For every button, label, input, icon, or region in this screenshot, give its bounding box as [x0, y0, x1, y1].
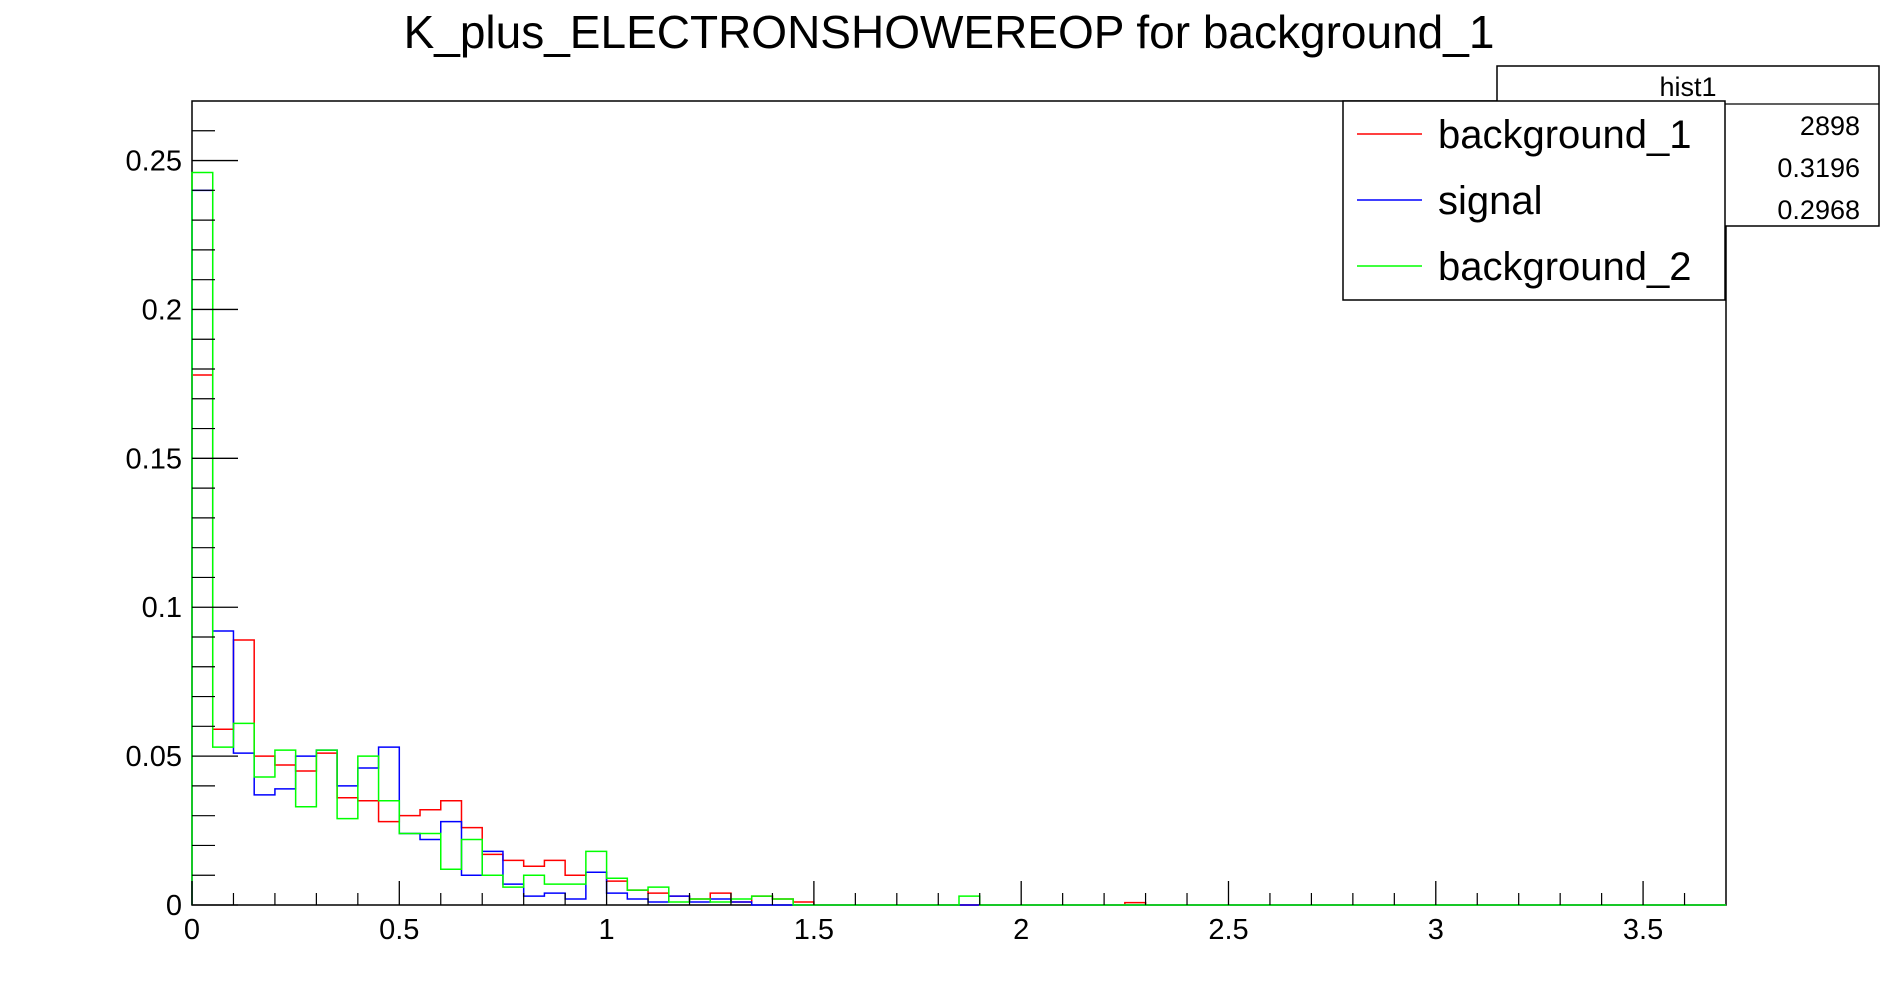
y-tick-label: 0.05	[126, 741, 182, 773]
legend-label-background-1: background_1	[1438, 113, 1692, 157]
series-line-background-2	[191, 171, 1726, 906]
y-tick-label: 0	[166, 890, 182, 922]
y-tick-label: 0.1	[142, 592, 182, 624]
x-tick-label: 0	[184, 914, 200, 946]
x-tick-label: 1	[599, 914, 615, 946]
legend: background_1 signal background_2	[1342, 100, 1726, 301]
stats-box-title: hist1	[1659, 72, 1716, 102]
stats-entries-value: 2898	[1800, 111, 1860, 141]
y-tick-label: 0.25	[126, 146, 182, 178]
x-tick-label: 2.5	[1208, 914, 1248, 946]
y-tick-label: 0.2	[142, 294, 182, 326]
series-line-background-1	[191, 374, 1726, 906]
stats-stddev-value: 0.2968	[1777, 195, 1860, 225]
stats-mean-value: 0.3196	[1777, 153, 1860, 183]
x-tick-label: 3	[1428, 914, 1444, 946]
x-tick-label: 3.5	[1623, 914, 1663, 946]
legend-label-background-2: background_2	[1438, 245, 1692, 289]
legend-label-signal: signal	[1438, 179, 1543, 223]
x-tick-label: 0.5	[379, 914, 419, 946]
chart-title: K_plus_ELECTRONSHOWEREOP for background_…	[404, 6, 1495, 58]
x-tick-label: 2	[1013, 914, 1029, 946]
y-tick-label: 0.15	[126, 443, 182, 475]
x-tick-label: 1.5	[794, 914, 834, 946]
